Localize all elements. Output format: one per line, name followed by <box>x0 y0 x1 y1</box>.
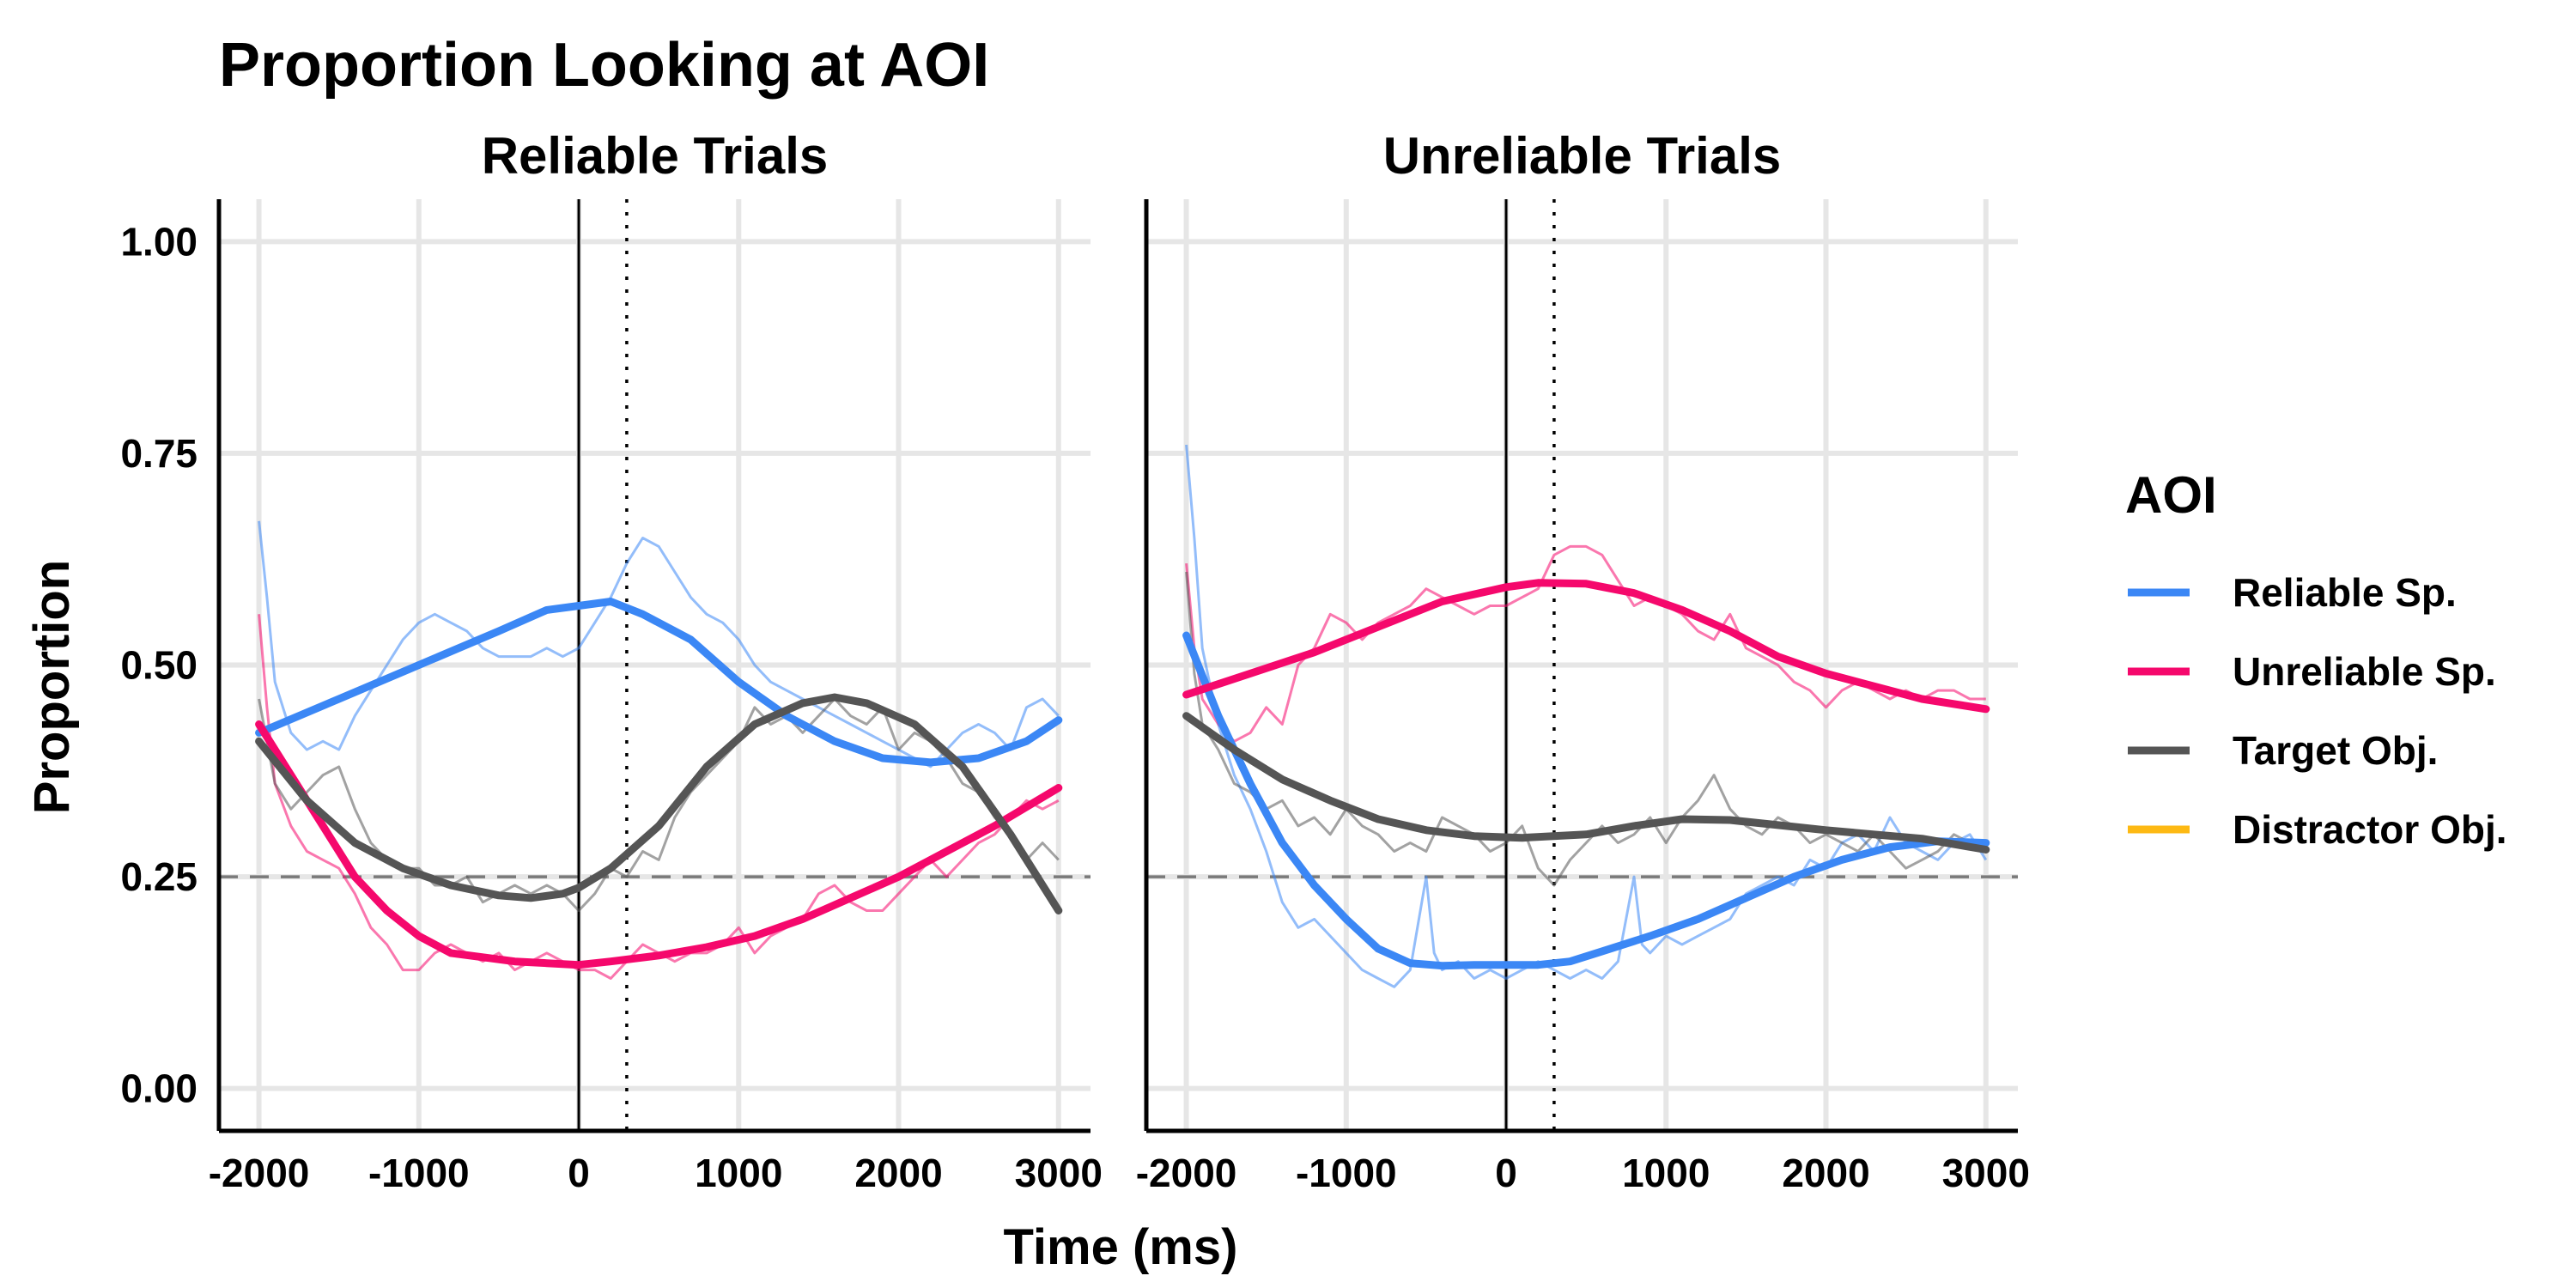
legend-item: Target Obj. <box>2128 728 2438 773</box>
series-smooth-target-obj <box>1182 712 1990 854</box>
legend-item: Unreliable Sp. <box>2128 649 2496 694</box>
series-smooth-reliable-sp <box>255 598 1063 767</box>
x-tick-label: 3000 <box>1942 1151 2030 1195</box>
x-tick-label: 2000 <box>1782 1151 1869 1195</box>
chart-title: Proportion Looking at AOI <box>219 31 989 100</box>
series-raw-reliable-sp <box>1185 444 1988 988</box>
x-tick-label: -1000 <box>368 1151 470 1195</box>
x-tick-label: 1000 <box>695 1151 782 1195</box>
legend-label: Unreliable Sp. <box>2233 649 2496 694</box>
y-tick-label: 0.25 <box>120 854 197 899</box>
x-tick-label: 1000 <box>1622 1151 1710 1195</box>
x-tick-label: -1000 <box>1296 1151 1397 1195</box>
legend-item: Reliable Sp. <box>2128 570 2457 615</box>
facet-title: Reliable Trials <box>482 127 829 185</box>
legend-title: AOI <box>2125 466 2217 524</box>
series-smooth-reliable-sp <box>1182 631 1990 970</box>
panels: -2000 -1000 0 1000 2000 3000 0.00 0.25 0.50 0.75 1… <box>120 127 2029 1195</box>
legend-label: Reliable Sp. <box>2233 570 2457 615</box>
legend-label: Distractor Obj. <box>2233 807 2507 852</box>
y-tick-label: 1.00 <box>120 219 197 264</box>
y-tick-label: 0.50 <box>120 643 197 688</box>
series-smooth-unreliable-sp <box>255 720 1063 969</box>
series-raw-unreliable-sp <box>258 614 1060 980</box>
x-tick-label: 2000 <box>854 1151 942 1195</box>
panel-reliable-trials: -2000 -1000 0 1000 2000 3000 0.00 0.25 0.50 0.75 1… <box>120 127 1102 1195</box>
legend: AOI Reliable Sp. Unreliable Sp. Target Obj… <box>2125 466 2507 852</box>
series-raw-target-obj <box>1185 571 1987 887</box>
panel-unreliable-trials: -2000 -1000 0 1000 2000 3000 Unreliable Trials <box>1136 127 2030 1195</box>
x-tick-label: 0 <box>568 1151 590 1195</box>
y-axis-title: Proportion <box>24 560 80 814</box>
x-tick-label: -2000 <box>1136 1151 1237 1195</box>
x-tick-label: 3000 <box>1015 1151 1103 1195</box>
series-smooth-target-obj <box>255 693 1063 914</box>
legend-item: Distractor Obj. <box>2128 807 2507 852</box>
legend-label: Target Obj. <box>2233 728 2438 773</box>
x-tick-label: -2000 <box>209 1151 310 1195</box>
x-tick-label: 0 <box>1495 1151 1517 1195</box>
series-raw-unreliable-sp <box>1185 544 1986 743</box>
y-tick-label: 0.75 <box>120 431 197 476</box>
x-axis-title: Time (ms) <box>1004 1219 1238 1275</box>
facet-title: Unreliable Trials <box>1383 127 1782 185</box>
y-tick-label: 0.00 <box>120 1066 197 1111</box>
series-smooth-unreliable-sp <box>1182 579 1990 714</box>
series-raw-reliable-sp <box>258 520 1060 769</box>
